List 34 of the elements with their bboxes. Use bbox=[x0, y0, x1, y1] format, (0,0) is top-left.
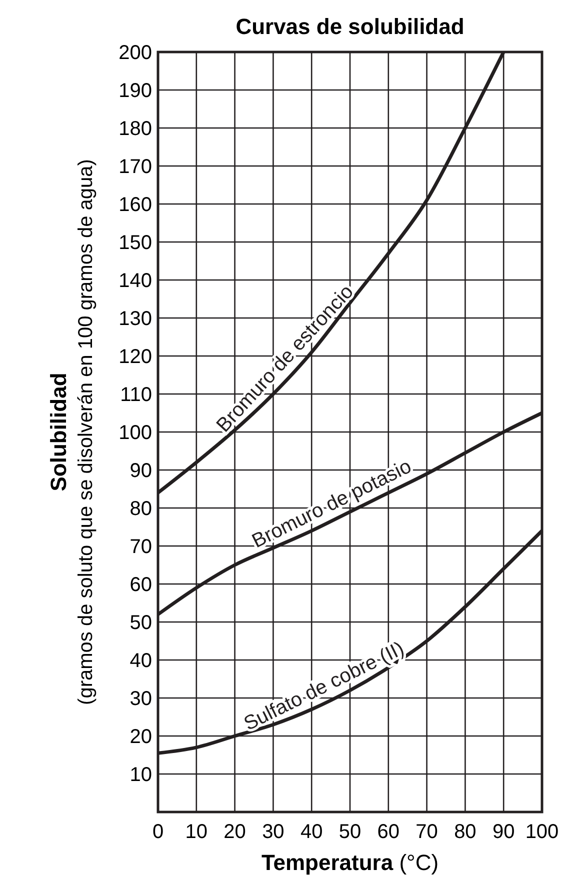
x-tick-label: 10 bbox=[185, 821, 208, 843]
y-tick-label: 200 bbox=[118, 42, 152, 64]
y-tick-label: 140 bbox=[118, 270, 152, 292]
y-tick-label: 130 bbox=[118, 308, 152, 330]
y-tick-label: 70 bbox=[130, 536, 152, 558]
x-tick-label: 100 bbox=[525, 821, 559, 843]
x-tick-label: 70 bbox=[416, 821, 438, 843]
y-tick-label: 120 bbox=[118, 346, 152, 368]
x-tick-label: 40 bbox=[300, 821, 323, 843]
y-tick-label: 80 bbox=[130, 498, 152, 520]
x-tick-label: 20 bbox=[224, 821, 246, 843]
y-tick-label: 190 bbox=[118, 80, 152, 102]
x-tick-label: 80 bbox=[454, 821, 476, 843]
y-tick-label: 170 bbox=[118, 156, 152, 178]
x-tick-label: 90 bbox=[492, 821, 515, 843]
chart-title: Curvas de solubilidad bbox=[236, 14, 464, 39]
y-tick-label: 110 bbox=[120, 384, 152, 406]
y-tick-label: 50 bbox=[130, 612, 152, 634]
y-tick-label: 100 bbox=[118, 422, 152, 444]
y-tick-label: 160 bbox=[118, 194, 152, 216]
y-axis-title: Solubilidad (gramos de soluto que se disolverán en 100 gramos de agua) bbox=[46, 159, 97, 705]
y-tick-label: 30 bbox=[130, 688, 152, 710]
x-tick-label: 30 bbox=[262, 821, 284, 843]
y-tick-label: 10 bbox=[130, 764, 152, 786]
y-tick-label: 40 bbox=[130, 650, 152, 672]
x-tick-label: 60 bbox=[377, 821, 400, 843]
y-tick-label: 90 bbox=[130, 460, 152, 482]
y-tick-label: 180 bbox=[118, 118, 152, 140]
y-tick-label: 60 bbox=[130, 574, 152, 596]
x-axis-title: Temperatura (°C) bbox=[261, 850, 439, 875]
x-tick-label: 0 bbox=[152, 821, 164, 843]
x-tick-label: 50 bbox=[338, 821, 362, 843]
y-tick-label: 150 bbox=[118, 232, 152, 254]
y-tick-label: 20 bbox=[130, 726, 152, 748]
